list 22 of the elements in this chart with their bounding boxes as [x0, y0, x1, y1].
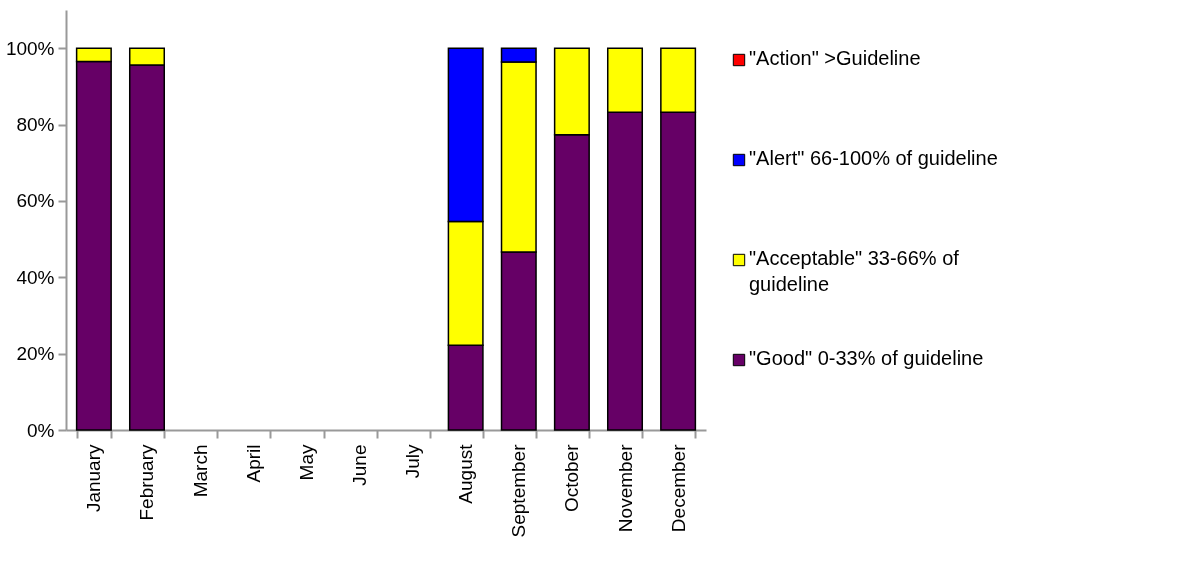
y-tick-label: 40% [16, 266, 55, 288]
y-tick-label: 80% [16, 114, 55, 136]
legend-label: "Good" 0-33% of guideline [749, 347, 984, 369]
x-tick-label: October [561, 443, 583, 513]
legend-label: "Alert" 66-100% of guideline [749, 147, 998, 169]
y-tick-label: 20% [16, 343, 55, 365]
x-tick-label: July [402, 444, 424, 479]
x-tick-label: December [667, 443, 689, 533]
x-tick-label: November [614, 443, 636, 533]
x-tick-label: April [242, 444, 264, 483]
x-tick-label: March [189, 444, 211, 498]
y-tick-label: 60% [16, 190, 55, 212]
x-tick-label: September [508, 443, 530, 538]
x-tick-label: January [83, 444, 105, 513]
x-tick-label: June [348, 444, 370, 486]
y-tick-label: 100% [5, 37, 55, 59]
x-tick-label: May [295, 444, 317, 481]
legend-label: "Action" >Guideline [749, 47, 921, 69]
x-tick-label: August [455, 443, 477, 504]
y-tick-label: 0% [27, 419, 55, 441]
x-tick-label: February [136, 444, 158, 521]
legend-label: "Acceptable" 33-66% of guideline [749, 247, 960, 295]
